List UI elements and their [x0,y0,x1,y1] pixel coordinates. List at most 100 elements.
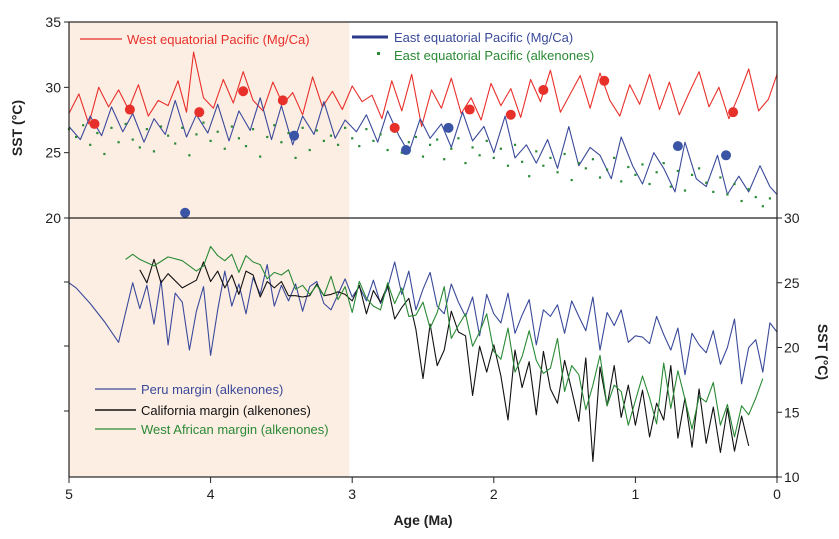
series-line-peru-margin-alkenones [68,261,778,385]
data-point [768,197,772,200]
data-point [613,156,616,159]
top-panel: 20 25 30 35 SST (°C) West equatorial Pacifi… [9,14,778,226]
data-point [648,182,651,186]
data-point [315,129,318,132]
data-point [181,126,184,129]
data-point [521,160,524,163]
data-point [761,205,764,208]
marker-point [180,207,191,218]
legend-peru: Peru margin (alkenones) [141,382,283,397]
y-tick-label: 10 [784,469,800,485]
data-point [209,139,212,143]
data-point [542,164,545,167]
data-point [478,154,481,157]
marker-point [599,75,610,86]
y-tick-label: 25 [784,275,800,291]
data-point [549,156,552,159]
legend-east-alkenones: East equatorial Pacific (alkenones) [394,48,594,63]
data-point [152,150,156,153]
marker-point [443,122,454,133]
marker-point [89,118,100,129]
data-point [577,162,580,165]
series-line-west-equatorial-pacific-mg-ca [68,51,778,128]
plot-frame [68,21,778,478]
data-point [719,176,722,179]
data-point [740,199,743,203]
data-point [110,126,113,129]
data-point [202,121,205,124]
data-point [266,135,269,139]
x-tick-label: 4 [207,486,215,502]
data-point [414,135,418,139]
data-point [280,141,283,144]
data-point [669,185,672,188]
data-point [386,148,389,152]
data-point [244,145,248,148]
marker-point [238,86,249,97]
data-point [365,128,368,131]
data-point [464,162,467,165]
data-point [634,173,637,176]
data-point [605,168,609,171]
data-point [301,126,304,129]
marker-point [389,122,400,133]
x-tick-label: 3 [348,486,356,502]
data-point [308,148,311,152]
data-point [74,135,78,139]
marker-point [289,130,300,141]
data-point [329,134,333,137]
data-point [726,193,729,196]
data-point [174,142,177,145]
data-point [506,164,510,167]
data-point [457,137,460,140]
data-point [584,167,587,170]
data-point [570,179,573,182]
series-line-east-equatorial-pacific-mg-ca [68,97,778,196]
data-point [428,143,432,146]
data-point [655,171,658,174]
series-line-west-african-margin-alkenones [125,245,764,438]
data-point [563,152,566,156]
data-point [450,147,453,150]
top-series-layer [67,51,778,218]
y-tick-label: 30 [45,79,61,95]
data-point [89,143,92,146]
data-point [117,141,120,144]
data-point [747,188,750,191]
data-point [372,139,375,143]
data-point [167,134,170,137]
marker-point [721,150,732,161]
data-point [641,163,644,166]
data-point [683,189,687,192]
data-point [598,176,602,179]
top-axes: 20 25 30 35 [45,14,69,226]
data-point [712,190,715,193]
data-point [379,133,382,136]
data-point [698,167,701,170]
x-tick-label: 0 [773,486,781,502]
data-point [676,169,679,173]
data-point [287,131,290,135]
x-tick-label: 5 [65,486,73,502]
data-point [690,173,694,176]
data-point [237,137,241,140]
data-point [528,175,531,178]
data-point [499,147,502,150]
data-point [407,141,410,144]
top-y-axis-label: SST (°C) [9,100,25,156]
data-point [421,155,425,158]
marker-point [194,107,205,118]
data-point [145,128,148,131]
data-point [627,165,630,169]
data-point [471,146,474,149]
x-tick-label: 1 [632,486,640,502]
y-tick-label: 30 [784,210,800,226]
data-point [223,147,226,150]
data-point [754,195,757,199]
legend-west-mgca: West equatorial Pacific (Mg/Ca) [127,32,310,47]
data-point [443,158,446,161]
data-point [294,156,297,159]
bottom-y-axis-label: SST (°C) [815,324,831,380]
data-point [620,180,623,183]
